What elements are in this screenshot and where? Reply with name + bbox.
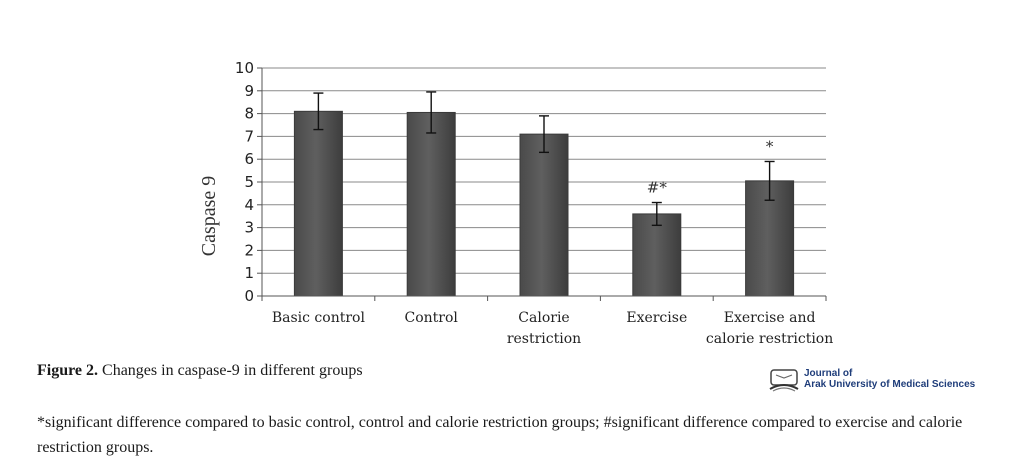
y-tick-label: 9 <box>244 82 254 100</box>
chart-axes <box>257 67 827 301</box>
chart-bars <box>293 91 795 297</box>
journal-title-line2: Arak University of Medical Sciences <box>804 379 976 390</box>
figure-caption-label: Figure 2. <box>37 362 99 379</box>
figure-footnote: *significant difference compared to basi… <box>37 414 963 456</box>
bar <box>293 110 343 297</box>
y-axis-label: Caspase 9 <box>198 176 220 257</box>
y-tick-label: 4 <box>244 196 254 214</box>
x-category-label: Calorie <box>518 310 569 326</box>
x-category-labels: Basic control Control Calorie restriction Ex… <box>272 310 833 347</box>
figure-caption-text: Changes in caspase-9 in different groups <box>98 362 363 379</box>
x-category-label: restriction <box>507 331 581 347</box>
y-tick-label: 3 <box>244 219 254 237</box>
y-tick-label: 5 <box>244 173 254 191</box>
significance-annotations: #* * <box>647 137 774 196</box>
y-tick-label: 6 <box>244 150 254 168</box>
bar <box>632 213 682 297</box>
y-tick-label: 2 <box>244 241 254 259</box>
journal-title-line1: Journal of <box>804 368 853 379</box>
y-tick-label: 1 <box>244 264 254 282</box>
y-tick-label: 7 <box>244 127 254 145</box>
significance-marker: #* <box>647 179 668 197</box>
journal-logo: Journal of Arak University of Medical Sc… <box>768 367 988 395</box>
y-tick-label: 10 <box>235 59 254 77</box>
caspase-9-bar-chart: 0 1 2 3 4 5 6 7 8 9 10 Basic control Control Calorie… <box>198 59 833 347</box>
x-category-label: calorie restriction <box>706 331 833 347</box>
x-category-label: Exercise <box>626 310 687 326</box>
y-tick-label: 0 <box>244 287 254 305</box>
x-category-label: Control <box>405 310 459 326</box>
y-tick-labels: 0 1 2 3 4 5 6 7 8 9 10 <box>235 59 254 305</box>
x-category-label: Basic control <box>272 310 366 326</box>
figure-caption: Figure 2. Changes in caspase-9 in differ… <box>37 362 363 380</box>
bar <box>519 133 569 297</box>
bar <box>406 111 456 297</box>
significance-marker: * <box>766 137 774 155</box>
x-category-label: Exercise and <box>724 310 816 326</box>
y-tick-label: 8 <box>244 105 254 123</box>
journal-title: Journal of Arak University of Medical Sc… <box>804 368 975 390</box>
book-emblem-icon <box>769 369 799 392</box>
